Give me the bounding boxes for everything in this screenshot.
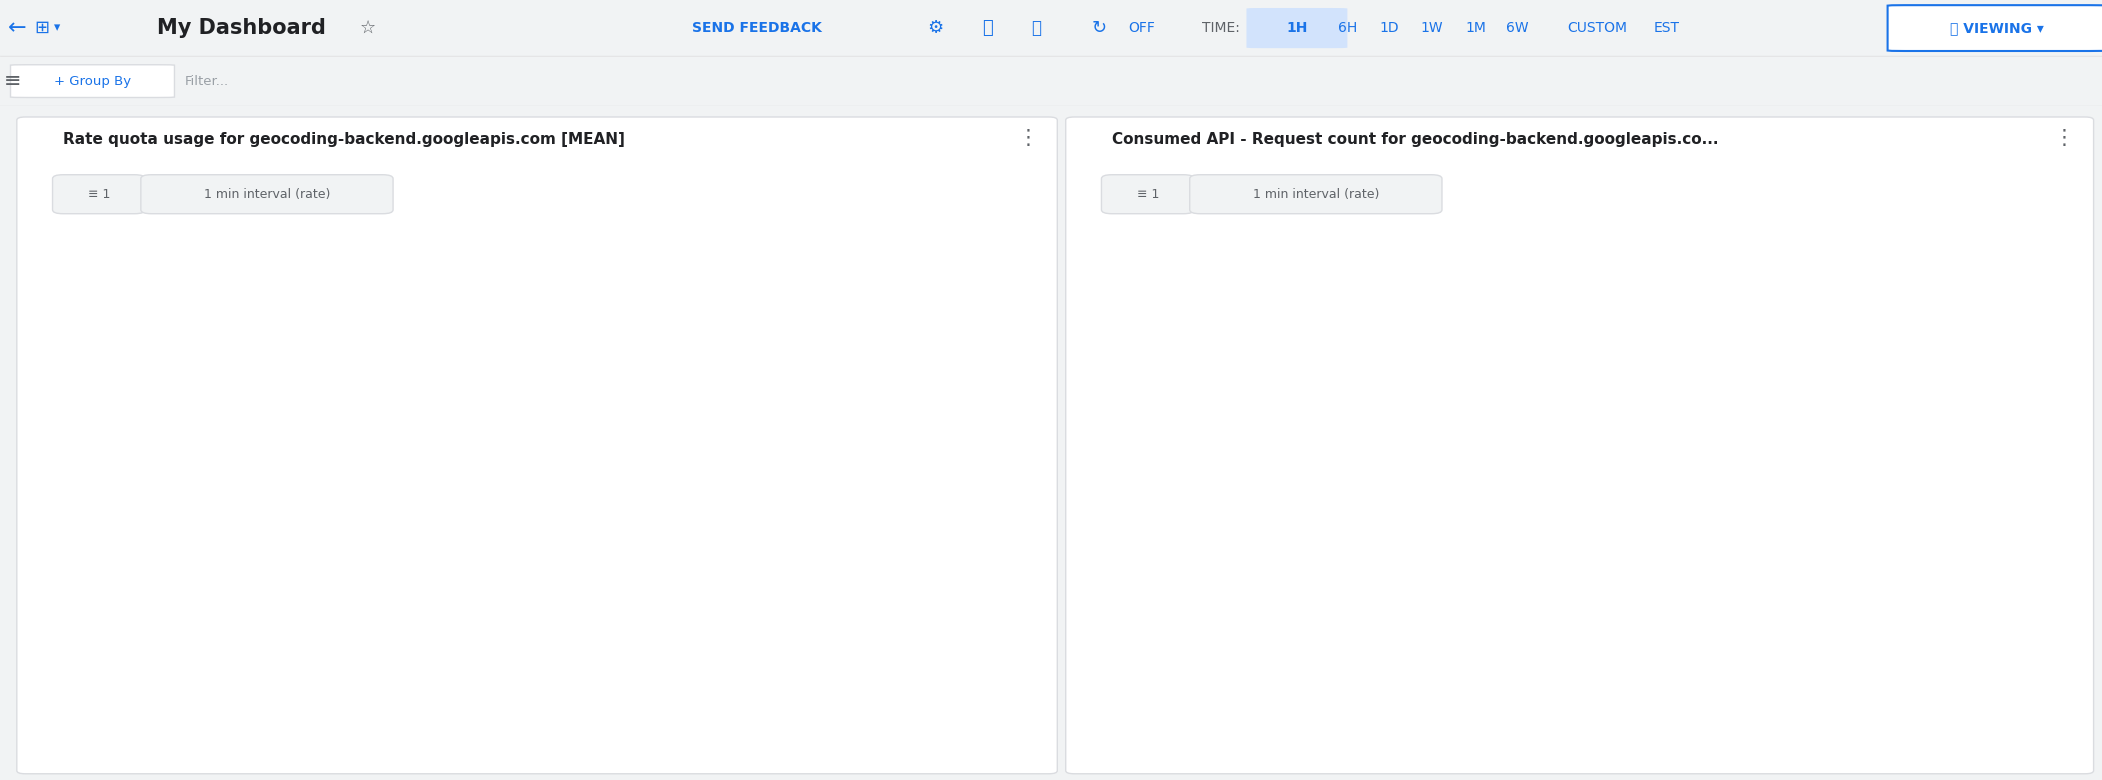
FancyBboxPatch shape xyxy=(1246,8,1347,48)
Text: 6W: 6W xyxy=(1507,21,1528,35)
Text: TIME:: TIME: xyxy=(1202,21,1240,35)
Text: 1 min interval (rate): 1 min interval (rate) xyxy=(204,188,330,200)
Text: ≡: ≡ xyxy=(4,71,21,91)
Text: 0: 0 xyxy=(937,722,946,734)
Text: 1H: 1H xyxy=(1286,21,1307,35)
Text: 6H: 6H xyxy=(1337,21,1358,35)
FancyBboxPatch shape xyxy=(11,65,174,98)
Text: + Group By: + Group By xyxy=(55,75,130,87)
Point xyxy=(1799,708,1833,721)
Text: 1W: 1W xyxy=(1421,21,1442,35)
Text: 0.2/s: 0.2/s xyxy=(937,400,969,413)
Point xyxy=(1648,708,1682,721)
Point xyxy=(1814,711,1848,724)
Point xyxy=(1925,715,1959,728)
Point xyxy=(1745,692,1778,704)
Text: ⋮: ⋮ xyxy=(1017,128,1038,148)
Text: 0.1/s: 0.1/s xyxy=(1974,393,2005,406)
Text: ≡ 1: ≡ 1 xyxy=(88,188,109,200)
Text: OFF: OFF xyxy=(1129,21,1154,35)
Text: ↻: ↻ xyxy=(1091,19,1108,37)
Text: Rate quota usage for geocoding-backend.googleapis.com [MEAN]: Rate quota usage for geocoding-backend.g… xyxy=(63,132,624,147)
Point xyxy=(1467,711,1501,724)
Text: ⚙: ⚙ xyxy=(927,19,944,37)
Text: 🔍: 🔍 xyxy=(1032,19,1040,37)
Text: EST: EST xyxy=(1654,21,1679,35)
Text: Consumed API - Request count for geocoding-backend.googleapis.co...: Consumed API - Request count for geocodi… xyxy=(1112,132,1719,147)
Point xyxy=(1787,705,1820,718)
Point xyxy=(1911,711,1944,724)
Text: My Dashboard: My Dashboard xyxy=(158,18,326,38)
Text: ⦿ VIEWING ▾: ⦿ VIEWING ▾ xyxy=(1951,21,2043,35)
Point xyxy=(1621,705,1654,718)
Text: ⋮: ⋮ xyxy=(2054,128,2075,148)
Text: 0: 0 xyxy=(1974,722,1982,734)
Point xyxy=(1883,702,1917,714)
Text: 1M: 1M xyxy=(1465,21,1486,35)
Text: 0.05/s: 0.05/s xyxy=(1974,557,2012,570)
Text: Filter...: Filter... xyxy=(185,75,229,87)
Point xyxy=(1537,702,1570,714)
Text: 0.1/s: 0.1/s xyxy=(937,561,969,573)
Point xyxy=(1911,715,1944,728)
Text: ⤢: ⤢ xyxy=(982,19,994,37)
Text: CUSTOM: CUSTOM xyxy=(1568,21,1627,35)
Text: 1 min interval (rate): 1 min interval (rate) xyxy=(1253,188,1379,200)
Text: ▾: ▾ xyxy=(55,22,59,34)
Text: SEND FEEDBACK: SEND FEEDBACK xyxy=(692,21,822,35)
Point xyxy=(1537,692,1570,704)
Text: ≡ 1: ≡ 1 xyxy=(1137,188,1158,200)
Text: 1D: 1D xyxy=(1379,21,1400,35)
Text: ☆: ☆ xyxy=(359,19,376,37)
FancyBboxPatch shape xyxy=(1888,5,2102,51)
Point xyxy=(1675,708,1709,721)
Text: ⊞: ⊞ xyxy=(34,19,50,37)
Text: ←: ← xyxy=(8,18,25,38)
Point xyxy=(1883,708,1917,721)
